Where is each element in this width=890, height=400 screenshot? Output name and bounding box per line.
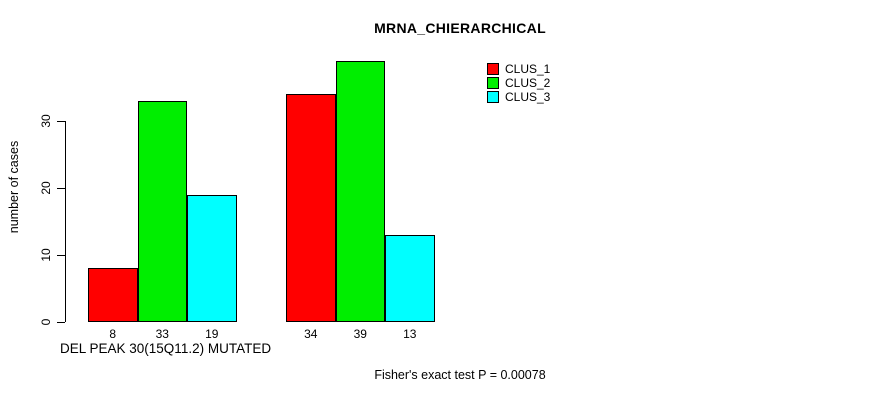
bar-clus_3-group2 — [385, 234, 435, 322]
chart-title: MRNA_CHIERARCHICAL — [374, 20, 546, 36]
y-axis-line — [65, 121, 66, 322]
bar-clus_2-group2 — [335, 60, 385, 322]
y-tick-label: 0 — [39, 318, 53, 326]
bar-value-label: 13 — [403, 327, 417, 341]
legend-item: CLUS_1 — [487, 62, 550, 76]
y-tick-label: 30 — [39, 114, 53, 128]
y-tick-label: 20 — [39, 181, 53, 195]
legend-swatch-icon — [487, 77, 499, 89]
y-tick-label: 10 — [39, 248, 53, 262]
y-tick — [57, 121, 65, 122]
x-axis-label: DEL PEAK 30(15Q11.2) MUTATED — [60, 341, 272, 356]
legend-label: CLUS_3 — [505, 90, 551, 104]
y-tick — [57, 188, 65, 189]
bar-value-label: 33 — [155, 327, 169, 341]
bar-clus_1-group2 — [286, 94, 336, 322]
bar-value-label: 39 — [353, 327, 367, 341]
bar-value-label: 19 — [205, 327, 219, 341]
legend-swatch-icon — [487, 91, 499, 103]
legend-item: CLUS_2 — [487, 76, 550, 90]
y-tick — [57, 322, 65, 323]
annotation: Fisher's exact test P = 0.00078 — [374, 368, 546, 382]
legend-swatch-icon — [487, 63, 499, 75]
bar-value-label: 8 — [109, 327, 117, 341]
legend-item: CLUS_3 — [487, 90, 550, 104]
bar-clus_3-group1 — [187, 194, 237, 322]
y-axis-label: number of cases — [7, 140, 21, 234]
bar-value-label: 34 — [304, 327, 318, 341]
bar-clus_1-group1 — [88, 268, 138, 322]
legend-label: CLUS_1 — [505, 62, 551, 76]
y-tick — [57, 255, 65, 256]
legend-label: CLUS_2 — [505, 76, 551, 90]
legend: CLUS_1 CLUS_2 CLUS_3 — [487, 62, 550, 104]
bar-clus_2-group1 — [137, 100, 187, 322]
